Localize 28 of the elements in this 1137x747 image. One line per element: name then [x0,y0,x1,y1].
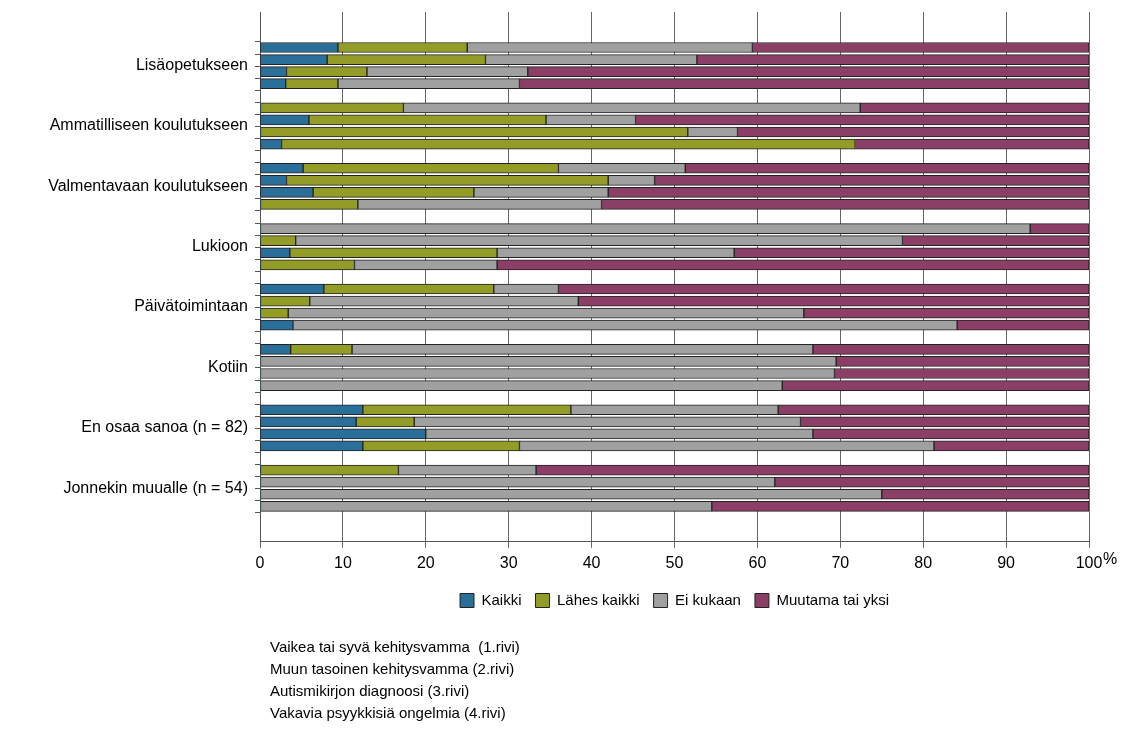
legend-label: Lähes kaikki [557,590,640,608]
x-tick-label: 70 [831,553,850,571]
legend-label: Ei kukaan [675,590,741,608]
y-tick-label: Ammatilliseen koulutukseen [49,116,248,134]
x-tick-label: 60 [748,553,767,571]
text: Autismikirjon diagnoosi (3.rivi) [270,681,471,701]
y-tick-label: Kotiin [207,357,248,375]
y-tick-label: Päivätoimintaan [134,297,248,315]
y-tick-label: Lisäopetukseen [135,55,248,73]
x-tick-label: 0 [255,553,265,571]
x-tick-label: 50 [665,553,684,571]
x-tick-label: 100 [1075,553,1103,571]
y-tick-label: Valmentavaan koulutukseen [48,176,248,194]
x-tick-label: 20 [416,553,435,571]
x-tick-label: 80 [914,553,933,571]
x-tick-label: 10 [334,553,352,571]
legend-label: Kaikki [481,590,522,608]
x-tick-label: 30 [499,553,518,571]
x-tick-label: 40 [582,553,601,571]
x-axis-title: % [1103,550,1118,568]
text: Muun tasoinen kehitysvamma (2.rivi) [270,659,516,679]
y-tick-label: Jonnekin muualle (n = 54) [63,478,248,496]
y-tick-label: Lukioon [191,237,248,255]
x-tick-label: 90 [997,553,1016,571]
legend-label: Muutama tai yksi [776,590,889,608]
text: Vaikea tai syvä kehitysvamma (1.rivi) [270,637,521,657]
text: Vakavia psyykkisiä ongelmia (4.rivi) [270,703,507,723]
y-tick-label: En osaa sanoa (n = 82) [81,418,248,436]
